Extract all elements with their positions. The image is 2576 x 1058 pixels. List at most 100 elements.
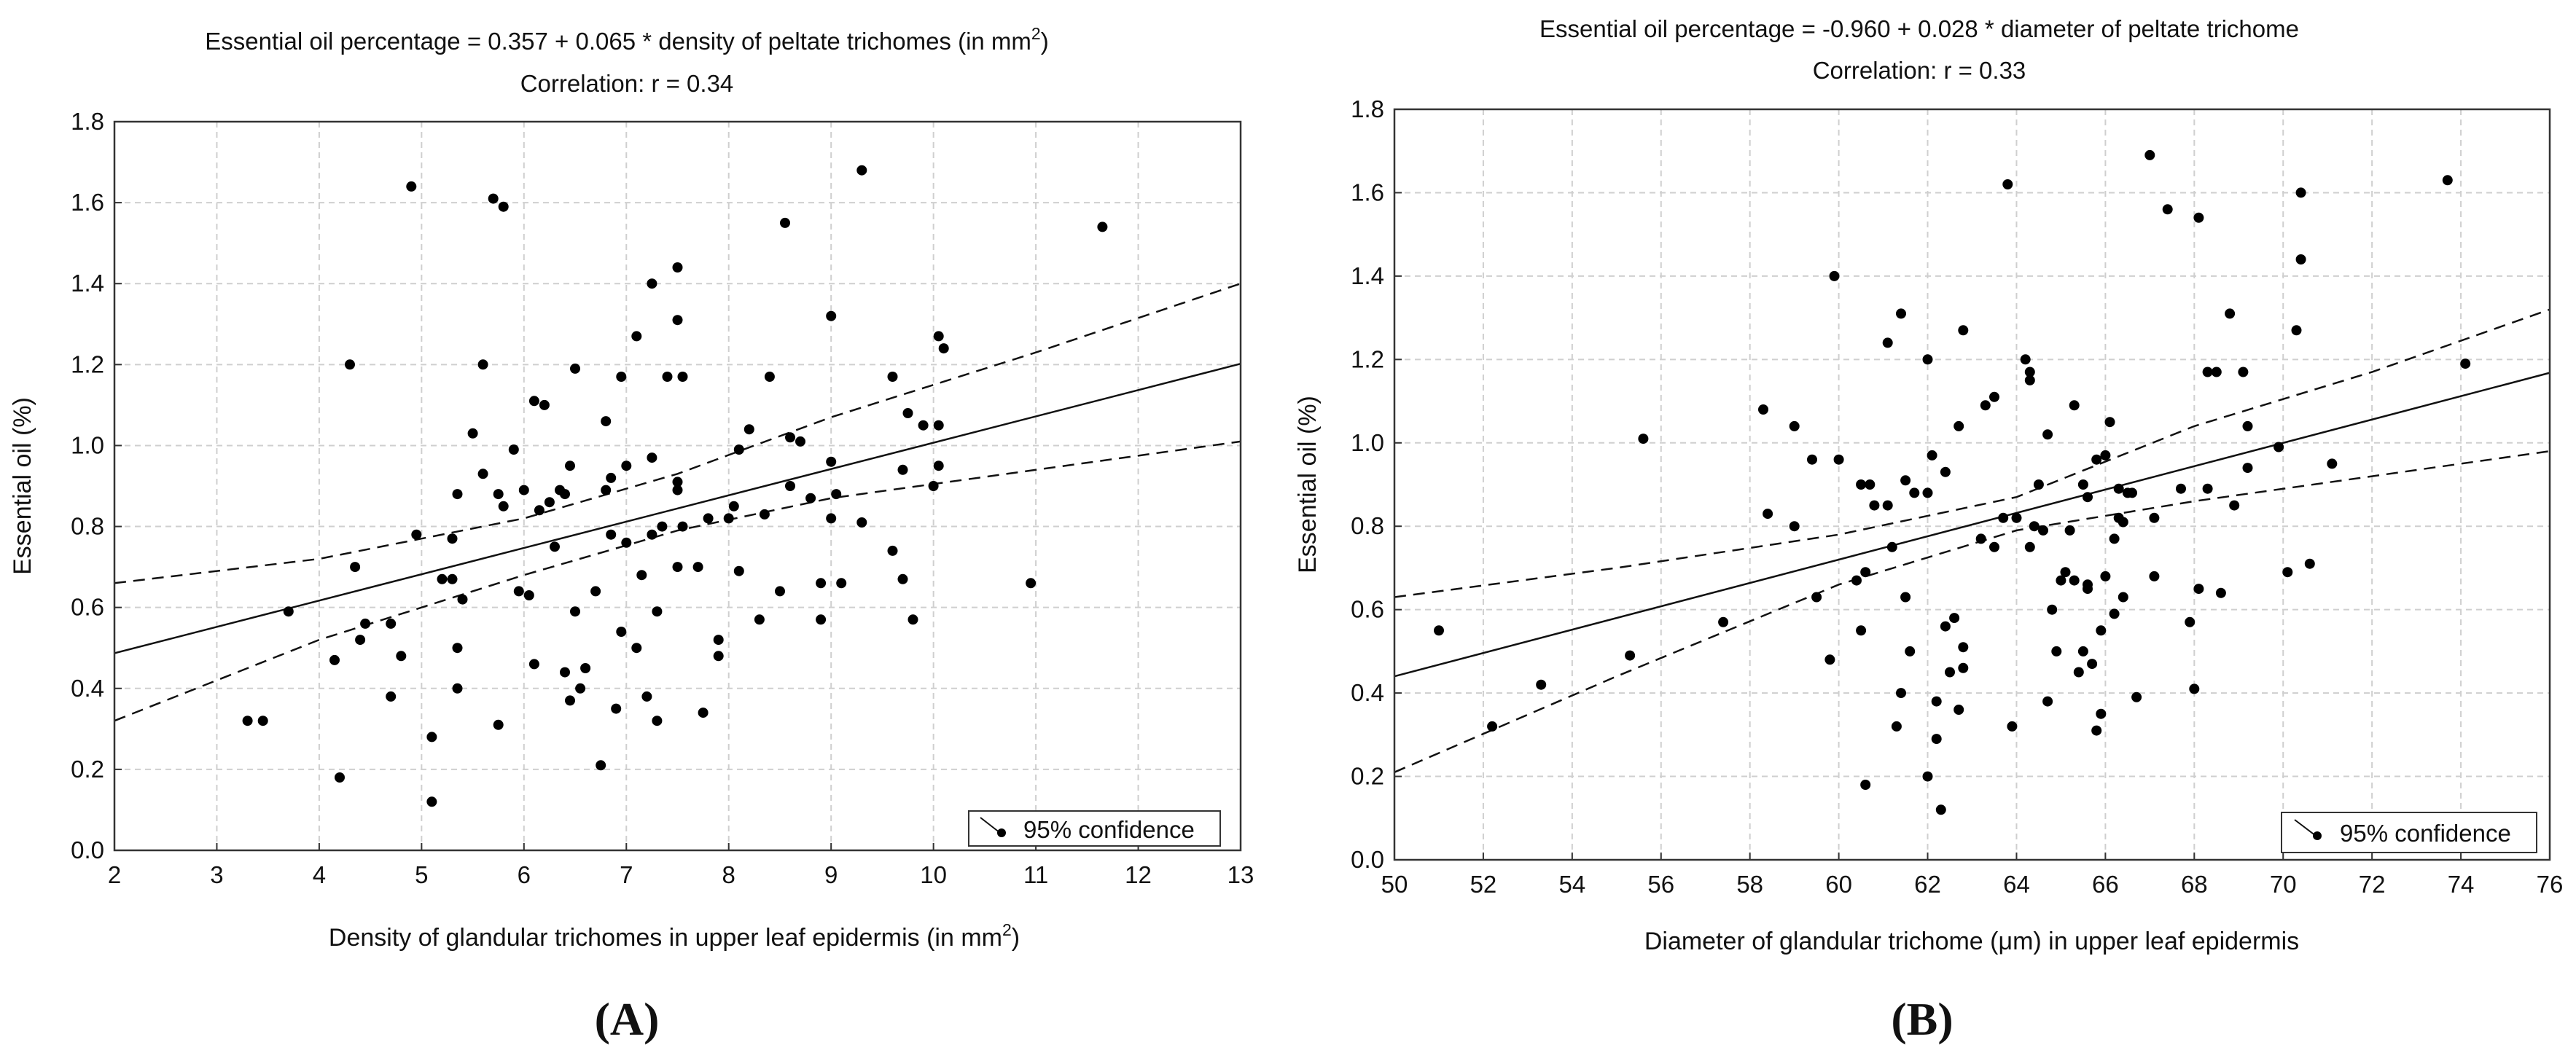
x-tick-label: 60 (1825, 871, 1852, 898)
data-point (764, 372, 775, 382)
data-point (1909, 487, 1920, 498)
data-point (355, 635, 366, 646)
data-point (2202, 483, 2213, 494)
data-point (1931, 696, 1942, 707)
data-point (1922, 771, 1933, 782)
data-point (1940, 466, 1951, 477)
data-point (2029, 521, 2040, 532)
data-point (2069, 575, 2080, 586)
data-point (2002, 179, 2013, 189)
data-point (1829, 270, 1840, 281)
data-point (528, 659, 539, 670)
data-point (1945, 667, 1955, 678)
x-axis-label: Diameter of glandular trichome (μm) in u… (1644, 928, 2299, 955)
data-point (1989, 391, 1999, 402)
y-tick-label: 1.8 (1351, 95, 1384, 122)
data-point (2193, 212, 2204, 223)
data-point (826, 456, 837, 467)
data-point (477, 359, 488, 370)
data-point (498, 201, 509, 212)
data-point (2144, 149, 2155, 160)
data-point (795, 436, 805, 447)
data-point (672, 477, 683, 487)
y-tick-label: 1.4 (1351, 262, 1384, 289)
x-tick-label: 12 (1125, 861, 1152, 888)
x-tick-label: 5 (415, 861, 428, 888)
data-point (596, 760, 606, 771)
data-point (386, 618, 397, 629)
data-point (329, 654, 340, 665)
x-tick-label: 52 (1470, 871, 1497, 898)
data-point (2242, 420, 2253, 431)
data-point (2042, 696, 2053, 707)
data-point (534, 505, 545, 516)
data-point (467, 428, 478, 439)
x-tick-label: 70 (2270, 871, 2297, 898)
data-point (335, 772, 345, 783)
y-tick-label: 0.8 (1351, 512, 1384, 539)
y-tick-label: 0.6 (1351, 596, 1384, 623)
data-point (493, 489, 504, 500)
data-point (662, 372, 673, 382)
confidence-upper (114, 283, 1241, 584)
data-point (713, 651, 724, 662)
data-point (493, 719, 504, 730)
data-point (447, 533, 458, 544)
y-tick-label: 1.0 (71, 431, 104, 458)
data-point (1927, 450, 1937, 461)
data-point (1998, 512, 2009, 523)
data-point (2442, 175, 2453, 186)
data-point (785, 432, 795, 443)
data-point (2295, 254, 2306, 264)
data-point (887, 545, 898, 556)
legend: 95% confidence (2281, 812, 2537, 853)
data-point (1811, 592, 1822, 603)
data-point (1935, 804, 1946, 815)
data-point (2118, 517, 2128, 528)
data-point (2113, 483, 2124, 494)
y-tick-label: 1.6 (1351, 179, 1384, 205)
grid-layer (1394, 109, 2550, 860)
data-point (621, 461, 632, 471)
x-tick-label: 6 (518, 861, 531, 888)
data-point (1958, 662, 1969, 673)
x-tick-label: 13 (1227, 861, 1254, 888)
confidence-upper (1394, 308, 2550, 598)
data-point (1931, 734, 1942, 745)
data-point (897, 464, 908, 475)
data-point (2176, 483, 2186, 494)
data-point (2091, 454, 2102, 465)
data-point (1905, 646, 1916, 657)
fit-line (1394, 372, 2550, 678)
data-point (887, 372, 898, 382)
data-point (2051, 646, 2062, 657)
data-point (2211, 367, 2222, 377)
data-point (565, 695, 575, 706)
data-point (616, 627, 627, 637)
y-tick-label: 0.0 (71, 836, 104, 863)
data-point (611, 703, 622, 714)
data-point (426, 732, 437, 742)
data-point (411, 529, 422, 540)
data-point (437, 573, 448, 584)
regression-line (114, 363, 1241, 654)
grid-layer (114, 122, 1241, 850)
y-tick-label: 1.0 (1351, 429, 1384, 456)
data-point (1882, 337, 1893, 348)
data-point (2064, 525, 2075, 536)
data-point (1886, 541, 1897, 552)
data-point (488, 193, 499, 204)
data-point (565, 461, 575, 471)
data-point (575, 683, 586, 694)
data-point (1434, 625, 1444, 636)
data-point (2087, 659, 2098, 670)
data-point (1958, 642, 1969, 653)
data-point (856, 517, 867, 528)
data-point (2047, 604, 2058, 615)
data-point (1896, 308, 1906, 319)
legend-marker (2313, 831, 2322, 840)
data-point (477, 469, 488, 479)
data-point (621, 537, 632, 548)
data-point (550, 541, 560, 552)
data-point (647, 452, 657, 463)
